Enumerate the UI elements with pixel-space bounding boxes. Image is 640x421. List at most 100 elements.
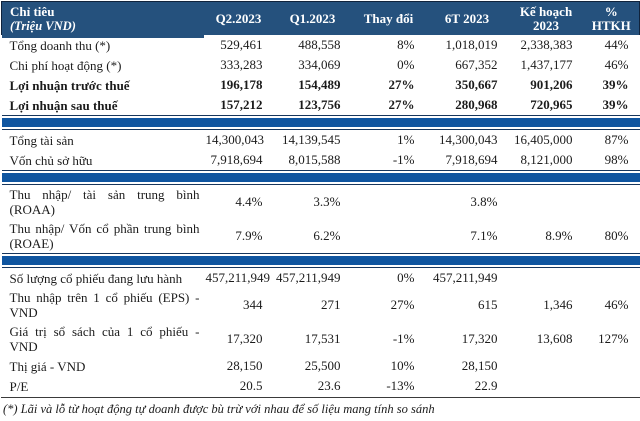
cell-pct-htkh <box>584 185 640 220</box>
table-row: Vốn chủ sở hữu 7,918,694 8,015,588 -1% 7,918… <box>2 150 640 171</box>
cell-q1-2023: 271 <box>321 297 341 312</box>
cell-q2-2023: 196,178 <box>220 77 263 92</box>
cell-q2-2023: 28,150 <box>226 358 263 373</box>
header-title: Chỉ tiêu <box>10 3 55 19</box>
cell-6t-2023: 7.1% <box>470 228 498 243</box>
cell-q2-2023: 344 <box>243 297 263 312</box>
cell-q1-2023: 457,211,949 <box>275 270 341 285</box>
table-body: Tổng doanh thu (*) 529,461 488,558 8% 1,018,… <box>1 35 640 396</box>
cell-ke-hoach-2023 <box>509 185 584 220</box>
row-label: Thu nhập/ Vốn cổ phần trung bình (ROAE) <box>9 221 200 251</box>
cell-pct-htkh: 87% <box>604 132 629 147</box>
separator-bar <box>1 173 640 182</box>
cell-q2-2023: 7.9% <box>235 228 263 243</box>
cell-thay-doi: -1% <box>392 331 415 346</box>
row-label: Thu nhập trên 1 cổ phiếu (EPS) - VND <box>9 290 200 320</box>
table-header: Chỉ tiêu (Triệu VND) Q2.2023 Q1.2023 Tha… <box>1 1 640 38</box>
cell-ke-hoach-2023 <box>509 268 584 289</box>
table-row: Lợi nhuận sau thuế 157,212 123,756 27% 280,9… <box>2 95 640 116</box>
table-row: Tổng tài sản 14,300,043 14,139,545 1% 14,300… <box>2 130 640 151</box>
cell-q2-2023: 20.5 <box>239 378 263 393</box>
column-header-chi-tieu: Chỉ tiêu (Triệu VND) <box>1 1 204 38</box>
cell-thay-doi: 0% <box>397 270 415 285</box>
cell-ke-hoach-2023: 2,338,383 <box>520 37 573 52</box>
table-row: Thị giá - VND 28,150 25,500 10% 28,150 <box>2 356 640 376</box>
column-header-6t-2023: 6T 2023 <box>425 1 509 35</box>
cell-thay-doi: 27% <box>388 77 415 92</box>
cell-thay-doi: 8% <box>397 37 415 52</box>
header-line: HTKH <box>591 17 631 33</box>
header-line: 6T 2023 <box>444 10 490 26</box>
row-label: Vốn chủ sở hữu <box>9 152 93 168</box>
cell-q1-2023: 6.2% <box>313 228 341 243</box>
header-row: Chỉ tiêu (Triệu VND) Q2.2023 Q1.2023 Tha… <box>1 1 640 38</box>
cell-pct-htkh <box>584 268 640 289</box>
separator-bar <box>1 256 640 265</box>
cell-q1-2023: 17,531 <box>304 331 341 346</box>
table-row: Thu nhập/ tài sản trung bình (ROAA) 4.4% 3… <box>2 185 640 220</box>
cell-thay-doi: 10% <box>390 358 415 373</box>
header-line: % <box>604 3 618 19</box>
cell-q2-2023: 17,320 <box>226 331 263 346</box>
cell-thay-doi: -1% <box>392 152 415 167</box>
cell-q1-2023: 3.3% <box>313 194 341 209</box>
cell-ke-hoach-2023: 16,405,000 <box>514 132 573 147</box>
section-separator-row <box>1 170 640 185</box>
cell-q2-2023: 4.4% <box>235 194 263 209</box>
header-subtitle: (Triệu VND) <box>10 18 76 33</box>
table-row: Thu nhập/ Vốn cổ phần trung bình (ROAE) 7… <box>2 219 640 254</box>
cell-thay-doi <box>352 185 426 220</box>
cell-6t-2023: 457,211,949 <box>432 270 498 285</box>
cell-q1-2023: 154,489 <box>298 77 341 92</box>
table-row: Thu nhập trên 1 cổ phiếu (EPS) - VND 344 2… <box>2 288 640 322</box>
cell-6t-2023: 1,018,019 <box>445 37 498 52</box>
cell-q1-2023: 488,558 <box>298 37 341 52</box>
column-header-thay-doi: Thay đổi <box>351 1 426 35</box>
header-line: Kế hoạch <box>519 3 573 19</box>
cell-q1-2023: 8,015,588 <box>288 152 341 167</box>
footnote: (*) Lãi và lỗ từ hoạt động tự doanh được… <box>1 397 640 416</box>
cell-6t-2023: 350,667 <box>455 77 498 92</box>
cell-thay-doi <box>352 219 426 254</box>
section-separator-row <box>1 253 640 268</box>
cell-q2-2023: 157,212 <box>220 97 263 112</box>
cell-pct-htkh: 80% <box>604 228 629 243</box>
row-label: Số lượng cổ phiếu đang lưu hành <box>9 270 183 286</box>
column-header-q1-2023: Q1.2023 <box>273 1 352 35</box>
header-line: Q2.2023 <box>215 10 262 26</box>
section-separator-row <box>1 115 640 130</box>
cell-6t-2023: 280,968 <box>455 97 498 112</box>
cell-ke-hoach-2023 <box>509 376 584 396</box>
cell-6t-2023: 615 <box>478 297 498 312</box>
cell-pct-htkh: 39% <box>602 97 629 112</box>
separator-cell <box>1 170 640 185</box>
cell-q1-2023: 14,139,545 <box>282 132 341 147</box>
cell-6t-2023: 22.9 <box>474 378 498 393</box>
cell-thay-doi: 27% <box>388 97 415 112</box>
cell-6t-2023: 14,300,043 <box>439 132 498 147</box>
cell-pct-htkh: 127% <box>598 331 629 346</box>
cell-pct-htkh: 44% <box>604 37 629 52</box>
row-label: Tổng doanh thu (*) <box>9 37 111 53</box>
cell-pct-htkh: 39% <box>602 77 629 92</box>
cell-ke-hoach-2023: 13,608 <box>536 331 573 346</box>
cell-6t-2023: 667,352 <box>455 57 498 72</box>
cell-6t-2023: 17,320 <box>461 331 498 346</box>
column-header-pct-htkh: % HTKH <box>583 1 640 35</box>
column-header-ke-hoach-2023: Kế hoạch 2023 <box>508 1 584 35</box>
row-label: Thị giá - VND <box>9 358 86 374</box>
cell-ke-hoach-2023: 720,965 <box>530 97 573 112</box>
cell-ke-hoach-2023: 1,437,177 <box>520 57 573 72</box>
cell-q2-2023: 14,300,043 <box>205 132 265 147</box>
cell-pct-htkh: 46% <box>604 297 629 312</box>
column-header-q2-2023: Q2.2023 <box>203 1 274 35</box>
cell-thay-doi: -13% <box>386 378 415 393</box>
cell-q2-2023: 333,283 <box>220 57 263 72</box>
cell-6t-2023: 7,918,694 <box>445 152 498 167</box>
cell-6t-2023: 3.8% <box>470 194 498 209</box>
row-label: Thu nhập/ tài sản trung bình (ROAA) <box>9 187 200 217</box>
cell-6t-2023: 28,150 <box>461 358 498 373</box>
cell-thay-doi: 0% <box>397 57 415 72</box>
cell-q2-2023: 529,461 <box>220 37 263 52</box>
